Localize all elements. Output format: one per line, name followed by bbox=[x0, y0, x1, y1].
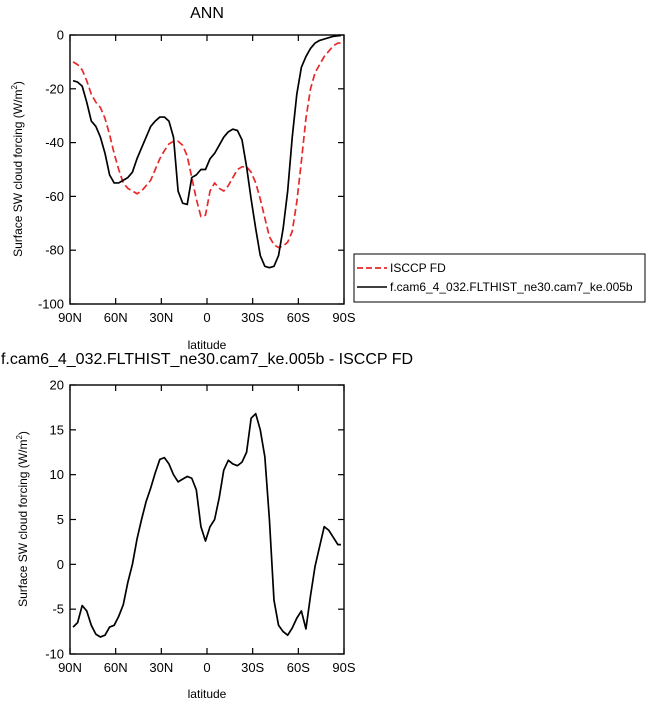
bottom-y-axis-label-close: ) bbox=[16, 431, 30, 435]
bottom-chart-title: f.cam6_4_032.FLTHIST_ne30.cam7_ke.005b -… bbox=[1, 351, 413, 368]
top-x-axis: 90N 60N 30N 0 30S 60S 90S bbox=[58, 35, 356, 325]
bottom-x-axis: 90N 60N 30N 0 30S 60S 90S bbox=[58, 385, 356, 675]
top-x-tick-label: 30N bbox=[149, 310, 173, 325]
bottom-y-tick-label: 0 bbox=[57, 557, 64, 572]
legend-label-model: f.cam6_4_032.FLTHIST_ne30.cam7_ke.005b bbox=[390, 280, 633, 294]
top-series-line-1 bbox=[72, 34, 342, 269]
bottom-series-group bbox=[72, 412, 341, 638]
top-plot-frame bbox=[69, 34, 345, 305]
bottom-y-tick-label: 5 bbox=[57, 512, 64, 527]
top-y-tick-label: -100 bbox=[38, 297, 64, 312]
bottom-y-tick-label: -10 bbox=[45, 647, 64, 662]
legend-label-isccp: ISCCP FD bbox=[390, 261, 446, 275]
top-y-tick-label: 0 bbox=[57, 28, 64, 43]
top-y-axis-label-close: ) bbox=[11, 81, 25, 85]
legend-box bbox=[353, 253, 646, 303]
bottom-x-tick-label: 60S bbox=[287, 660, 310, 675]
top-x-tick-label: 0 bbox=[203, 310, 210, 325]
bottom-x-tick-label: 30N bbox=[149, 660, 173, 675]
top-series-group bbox=[72, 34, 342, 269]
top-x-axis-label: latitude bbox=[188, 338, 227, 352]
top-y-tick-label: -20 bbox=[45, 81, 64, 96]
bottom-y-axis-label-main: Surface SW cloud forcing (W/m bbox=[16, 440, 30, 607]
bottom-x-tick-label: 90S bbox=[332, 660, 355, 675]
top-y-tick-label: -80 bbox=[45, 243, 64, 258]
bottom-plot-frame bbox=[69, 384, 345, 655]
bottom-y-axis-label: Surface SW cloud forcing (W/m2) bbox=[15, 431, 30, 607]
bottom-x-axis-label: latitude bbox=[188, 687, 227, 701]
bottom-y-tick-label: -5 bbox=[52, 602, 64, 617]
top-y-axis-label-sup: 2 bbox=[10, 85, 19, 90]
top-chart-title: ANN bbox=[190, 5, 224, 22]
top-y-axis-label: Surface SW cloud forcing (W/m2) bbox=[10, 81, 25, 257]
bottom-y-tick-label: 20 bbox=[50, 378, 64, 393]
bottom-x-tick-label: 30S bbox=[241, 660, 264, 675]
bottom-x-tick-label: 90N bbox=[58, 660, 82, 675]
top-y-tick-label: -40 bbox=[45, 135, 64, 150]
bottom-y-tick-label: 15 bbox=[50, 422, 64, 437]
bottom-series-line-0 bbox=[72, 412, 341, 638]
legend: ISCCP FD f.cam6_4_032.FLTHIST_ne30.cam7_… bbox=[353, 253, 646, 303]
top-x-tick-label: 60S bbox=[287, 310, 310, 325]
top-x-tick-label: 30S bbox=[241, 310, 264, 325]
top-x-tick-label: 90S bbox=[332, 310, 355, 325]
top-series-line-0 bbox=[72, 42, 341, 249]
top-x-tick-label: 60N bbox=[104, 310, 128, 325]
top-chart: ANN 0-20-40-60-80-100 90N 60N 30N 0 30S 60S 90… bbox=[10, 5, 356, 352]
bottom-x-tick-label: 60N bbox=[104, 660, 128, 675]
top-y-axis-label-main: Surface SW cloud forcing (W/m bbox=[11, 90, 25, 257]
bottom-y-axis: 20 15 10 5 0 -5 -10 bbox=[45, 378, 344, 662]
bottom-x-tick-label: 0 bbox=[203, 660, 210, 675]
bottom-y-tick-label: 10 bbox=[50, 467, 64, 482]
bottom-chart: f.cam6_4_032.FLTHIST_ne30.cam7_ke.005b -… bbox=[1, 351, 413, 701]
top-x-tick-label: 90N bbox=[58, 310, 82, 325]
top-y-axis: 0 -20 -40 -60 -80 -100 bbox=[38, 28, 344, 312]
top-y-tick-label: -60 bbox=[45, 189, 64, 204]
bottom-y-axis-label-sup: 2 bbox=[15, 435, 24, 440]
